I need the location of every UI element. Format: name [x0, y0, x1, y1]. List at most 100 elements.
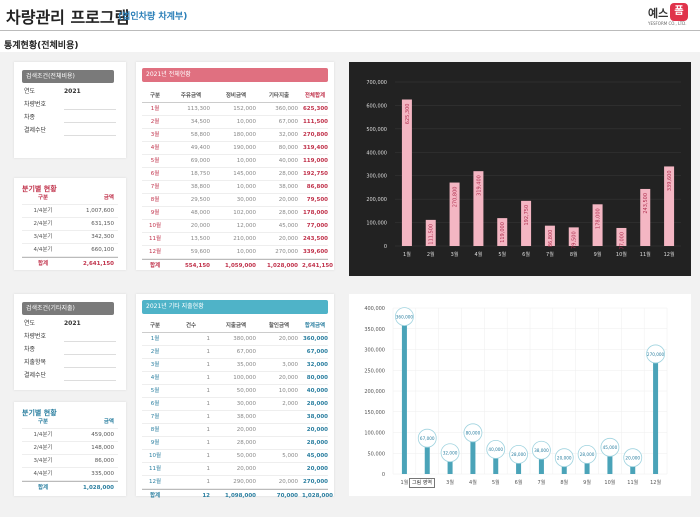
table-row: 9월 48,000 102,000 28,000 178,000 [142, 207, 328, 220]
table-row: 11월 1 20,000 20,000 [142, 463, 328, 476]
table-cell: 38,000 [236, 414, 256, 420]
bar [640, 188, 651, 246]
filter-input[interactable] [64, 371, 116, 381]
filter-row: 차종 [22, 344, 118, 356]
table-cell: 28,000 [278, 210, 298, 216]
table-cell: 625,300 [302, 106, 328, 112]
table-cell: 270,000 [275, 249, 298, 255]
table-cell: 12,000 [236, 223, 256, 229]
quarter-value: 1,007,600 [86, 208, 114, 214]
quarterly-total-row: 합계 2,641,150 [22, 257, 118, 270]
filter-input[interactable] [64, 100, 116, 110]
table-cell: 4월 [150, 375, 160, 381]
table-cell: 20,000 [306, 466, 328, 472]
bar-data-label: 77,000 [619, 232, 625, 250]
table-cell: 38,800 [190, 184, 210, 190]
x-tick-label: 4월 [475, 251, 483, 258]
table-cell: 9월 [150, 210, 160, 216]
total-cell: 1,098,000 [225, 493, 256, 499]
filter-input[interactable] [64, 332, 116, 342]
header-cell: 할인금액 [268, 323, 290, 329]
x-tick-label: 9월 [583, 479, 591, 486]
total-cell: 554,150 [184, 263, 210, 269]
x-tick-label: 5월 [498, 251, 506, 258]
table-row: 3월 1 35,000 3,000 32,000 [142, 359, 328, 372]
table-row: 3/4분기 86,000 [22, 455, 118, 468]
table-cell: 270,800 [302, 132, 328, 138]
table-cell: 11월 [148, 466, 162, 472]
filter-label: 차량번호 [24, 333, 47, 340]
header-cell: 건수 [185, 323, 197, 329]
header-cell: 구분 [149, 93, 161, 99]
table-cell: 119,000 [302, 158, 328, 164]
y-tick-label: 600,000 [366, 103, 387, 109]
bar-data-label: 40,000 [488, 447, 503, 452]
total-label: 합계 [37, 485, 49, 491]
total-cell: 12 [202, 493, 210, 499]
table-cell: 20,000 [278, 236, 298, 242]
table-cell: 80,000 [306, 375, 328, 381]
table-cell: 30,000 [236, 401, 256, 407]
table-cell: 380,000 [233, 336, 256, 342]
table-cell: 29,500 [190, 197, 210, 203]
data-label-bubble [417, 428, 437, 448]
filter-input[interactable] [64, 126, 116, 136]
filter-label: 연도 [24, 88, 36, 95]
table-cell: 10월 [148, 223, 162, 229]
y-tick-label: 400,000 [364, 306, 385, 312]
table-cell: 58,800 [190, 132, 210, 138]
bar [424, 446, 430, 474]
table-row: 7월 38,800 10,000 38,000 86,800 [142, 181, 328, 194]
bar [447, 460, 453, 474]
bar-data-label: 625,300 [405, 104, 411, 125]
bar-data-label: 243,500 [643, 193, 649, 214]
header-cell: 구분 [149, 323, 161, 329]
table-row: 4월 49,400 190,000 80,000 319,400 [142, 142, 328, 155]
header-cell: 전체합계 [304, 93, 326, 99]
bar [568, 227, 579, 246]
filter-label: 결제수단 [24, 372, 47, 379]
filter-year-value[interactable]: 2021 [64, 88, 81, 95]
table-cell: 1 [206, 427, 211, 433]
x-tick-label: 6월 [515, 479, 523, 486]
table-cell: 34,500 [190, 119, 210, 125]
table-cell: 1 [206, 479, 211, 485]
table-cell: 5,000 [282, 453, 298, 459]
data-label-bubble [623, 448, 643, 468]
table-cell: 67,000 [236, 349, 256, 355]
filter-input[interactable] [64, 345, 116, 355]
quarter-value: 335,000 [91, 471, 114, 477]
table-row: 4월 1 100,000 20,000 80,000 [142, 372, 328, 385]
quarterly-card-other: 분기별 현황 구분 금액 1/4분기 459,000 2/4분기 148,000 3/4분기… [14, 402, 126, 496]
table-cell: 243,500 [302, 236, 328, 242]
table-cell: 1 [206, 375, 211, 381]
table-cell: 1월 [150, 336, 160, 342]
y-tick-label: 50,000 [368, 451, 386, 457]
x-tick-label: 10월 [604, 479, 615, 486]
table-row: 5월 69,000 10,000 40,000 119,000 [142, 155, 328, 168]
table-row: 11월 13,500 210,000 20,000 243,500 [142, 233, 328, 246]
bar-data-label: 270,000 [647, 352, 665, 357]
table-cell: 48,000 [190, 210, 210, 216]
quarter-label: 1/4분기 [33, 432, 53, 438]
y-tick-label: 300,000 [366, 174, 387, 180]
filter-input[interactable] [64, 113, 116, 123]
table-cell: 10,000 [236, 119, 256, 125]
table-cell: 9월 [150, 440, 160, 446]
total-cell: 1,028,000 [267, 263, 298, 269]
table-cell: 3월 [150, 132, 160, 138]
table-row: 3월 58,800 180,000 32,000 270,800 [142, 129, 328, 142]
quarter-label: 4/4분기 [33, 247, 53, 253]
filter-card-other: 검색조건(기타지출) 연도 2021 차량번호 차종 지출항목 결제수단 [14, 294, 126, 390]
bar [616, 227, 627, 246]
filter-row: 차량번호 [22, 99, 118, 111]
quarterly-header-row: 구분 금액 [22, 416, 118, 429]
table-cell: 20,000 [278, 479, 298, 485]
filter-input[interactable] [64, 358, 116, 368]
filter-year-value[interactable]: 2021 [64, 320, 81, 327]
table-cell: 2월 [150, 119, 160, 125]
table-row: 8월 1 20,000 20,000 [142, 424, 328, 437]
table-row: 3/4분기 342,300 [22, 231, 118, 244]
total-cell: 1,059,000 [225, 263, 256, 269]
section-title: 통계현황(전체비용) [4, 41, 79, 51]
